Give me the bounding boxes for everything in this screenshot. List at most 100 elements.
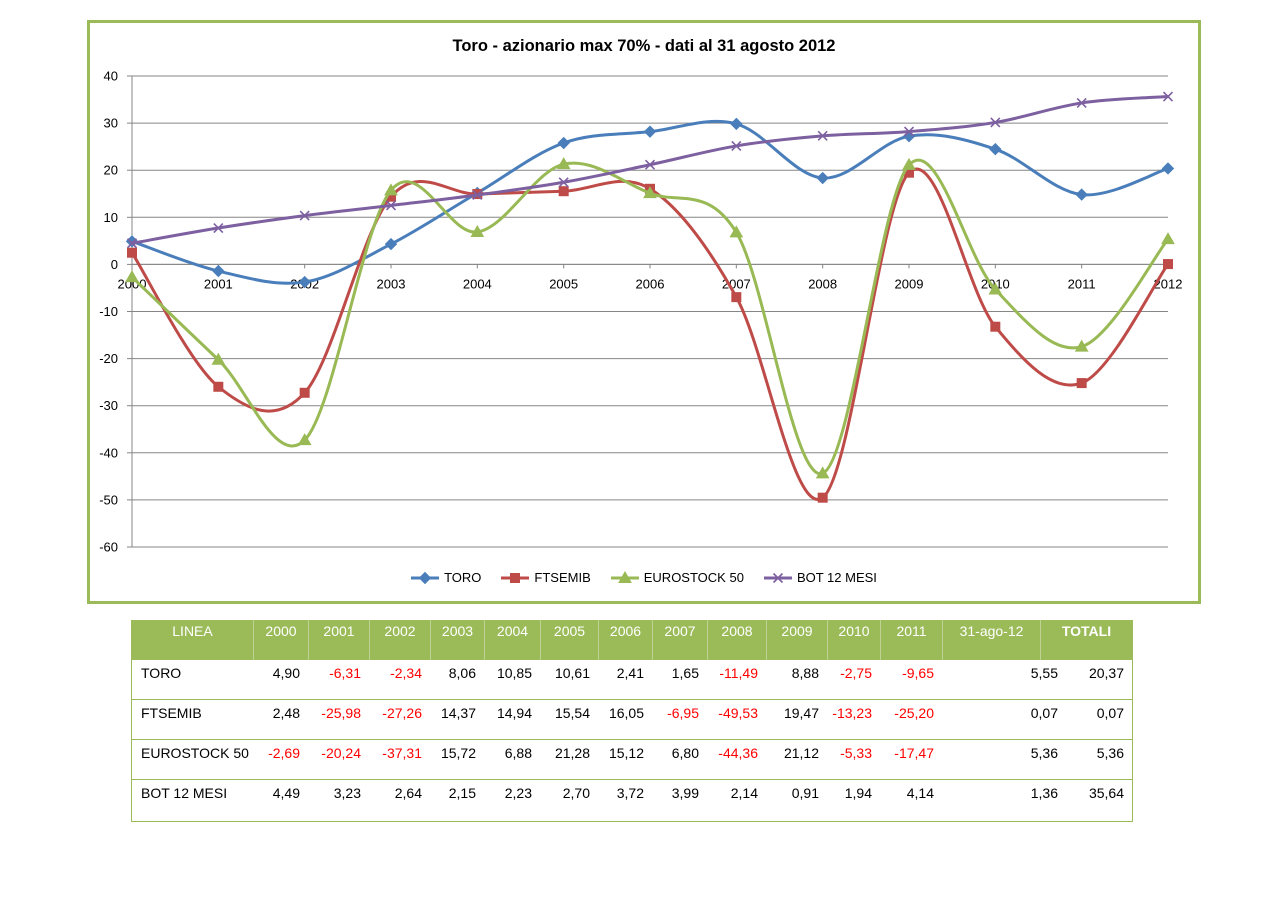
table-cell: 15,54 (554, 705, 590, 721)
row-label: FTSEMIB (141, 705, 202, 721)
returns-table: LINEA 2000 2001 2002 2003 2004 2005 2006 2007 200… (131, 620, 1133, 822)
table-header-row: LINEA 2000 2001 2002 2003 2004 2005 2006 2007 200… (132, 620, 1132, 660)
x-tick-label: 2003 (377, 276, 406, 291)
row-label: EUROSTOCK 50 (141, 745, 249, 761)
series-line-ftsemib (130, 167, 1170, 501)
legend-item-eurostock-50: EUROSTOCK 50 (610, 570, 744, 586)
x-tick-label: 2008 (808, 276, 837, 291)
data-point-ftsemib (558, 186, 569, 197)
x-tick-label: 2007 (722, 276, 751, 291)
x-tick-label: 2012 (1154, 276, 1183, 291)
x-tick-label: 2001 (204, 276, 233, 291)
legend-symbol-eurostock-50 (610, 570, 639, 583)
table-cell: -27,26 (382, 705, 422, 721)
table-cell: 2,48 (272, 705, 300, 721)
table-cell: -6,95 (667, 705, 699, 721)
y-tick-label: 10 (104, 210, 118, 225)
data-point-ftsemib (1163, 259, 1173, 270)
legend-marker-icon (617, 570, 632, 583)
column-header: 2005 (540, 620, 598, 660)
table-cell: 20,37 (1088, 665, 1124, 681)
column-header: 31-ago-12 (942, 620, 1040, 660)
table-cell: -9,65 (902, 665, 934, 681)
x-tick-label: 2005 (549, 276, 578, 291)
data-point-eurostock-50 (815, 466, 830, 479)
column-header: 2010 (827, 620, 880, 660)
data-point-toro (643, 125, 657, 138)
row-label: BOT 12 MESI (141, 785, 228, 801)
data-point-ftsemib (213, 381, 224, 392)
table-cell: 1,94 (844, 785, 872, 801)
data-point-ftsemib (731, 292, 742, 303)
data-point-toro (298, 275, 311, 289)
data-point-bot-12-mesi (385, 200, 397, 211)
series-line-toro (130, 119, 1170, 285)
table-cell: 2,15 (448, 785, 476, 801)
legend-item-ftsemib: FTSEMIB (501, 570, 591, 586)
data-point-bot-12-mesi (903, 126, 915, 137)
table-cell: 8,06 (448, 665, 476, 681)
data-point-eurostock-50 (643, 186, 657, 199)
table-cell: -13,23 (832, 705, 872, 721)
data-point-bot-12-mesi (213, 222, 224, 234)
table-cell: 15,12 (608, 745, 644, 761)
table-cell: -5,33 (840, 745, 872, 761)
table-cell: -2,69 (268, 745, 300, 761)
table-row: FTSEMIB 2,48 -25,98 -27,26 14,37 14,94 15,54 16… (132, 700, 1132, 740)
data-point-toro (384, 237, 398, 251)
table-row: TORO 4,90 -6,31 -2,34 8,06 10,85 10,61 2,41 1,65… (132, 660, 1132, 700)
table-cell: 2,14 (730, 785, 758, 801)
data-point-ftsemib (127, 247, 137, 258)
table-cell: -44,36 (718, 745, 758, 761)
data-point-eurostock-50 (1074, 339, 1089, 352)
y-tick-label: -20 (99, 351, 118, 366)
table-cell: 5,55 (1030, 665, 1058, 681)
y-tick-label: -30 (99, 398, 118, 413)
column-header: 2007 (652, 620, 707, 660)
column-header: 2000 (253, 620, 308, 660)
column-header: 2004 (484, 620, 540, 660)
legend-item-toro: TORO (411, 570, 481, 586)
table-cell: -25,20 (894, 705, 934, 721)
legend-symbol-toro (411, 571, 440, 585)
column-header: 2001 (308, 620, 369, 660)
table-row: BOT 12 MESI 4,49 3,23 2,64 2,15 2,23 2,70 3,72 3… (132, 780, 1132, 822)
data-point-toro (212, 264, 225, 278)
table-cell: -11,49 (719, 665, 758, 681)
data-point-bot-12-mesi (990, 117, 1001, 128)
table-cell: 4,49 (272, 785, 300, 801)
table-cell: 6,80 (671, 745, 699, 761)
chart-title: Toro - azionario max 70% - dati al 31 ag… (452, 37, 836, 55)
table-cell: 3,23 (333, 785, 361, 801)
data-point-toro (989, 142, 1002, 156)
series-line-eurostock-50 (130, 158, 1170, 475)
data-point-eurostock-50 (729, 225, 744, 238)
column-header: 2009 (766, 620, 827, 660)
table-cell: 15,72 (440, 745, 476, 761)
data-point-eurostock-50 (988, 282, 1003, 295)
table-cell: -37,31 (382, 745, 422, 761)
table-cell: 8,88 (791, 665, 819, 681)
table-cell: 6,88 (504, 745, 532, 761)
data-point-eurostock-50 (470, 224, 485, 237)
data-point-bot-12-mesi (644, 159, 656, 170)
data-point-bot-12-mesi (126, 238, 138, 249)
legend-item-bot-12-mesi: BOT 12 MESI (763, 570, 877, 586)
table-cell: 4,14 (906, 785, 934, 801)
data-point-bot-12-mesi (1076, 97, 1087, 109)
data-point-eurostock-50 (556, 157, 571, 170)
table-cell: 21,28 (554, 745, 590, 761)
table-cell: 3,99 (671, 785, 699, 801)
table-cell: 0,91 (791, 785, 819, 801)
data-point-ftsemib (817, 492, 828, 503)
table-cell: 5,36 (1030, 745, 1058, 761)
column-header: 2011 (880, 620, 942, 660)
table-cell: 5,36 (1096, 745, 1124, 761)
y-tick-label: 30 (104, 116, 118, 131)
table-cell: -20,24 (321, 745, 361, 761)
y-tick-label: -40 (99, 445, 118, 460)
y-tick-label: -60 (99, 540, 118, 555)
table-cell: -17,47 (894, 745, 934, 761)
data-point-toro (816, 171, 829, 185)
data-point-bot-12-mesi (558, 177, 569, 188)
